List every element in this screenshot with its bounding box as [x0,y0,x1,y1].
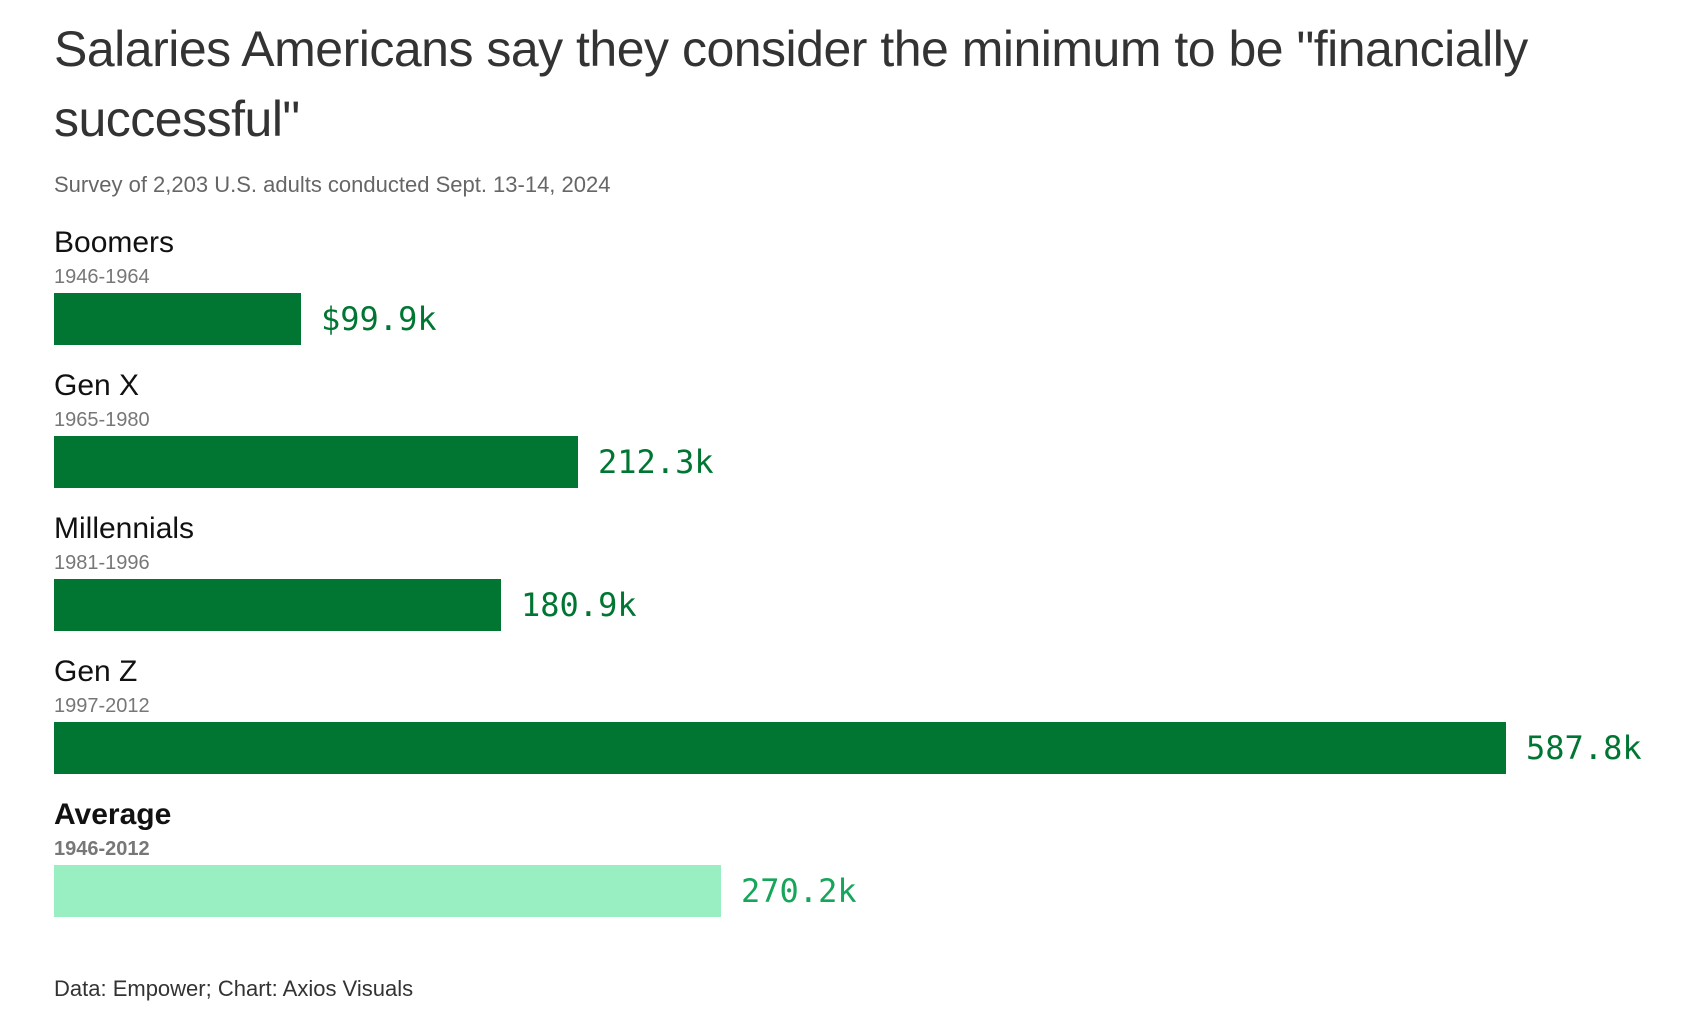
category-label: Millennials [54,512,195,545]
bar-row: Boomers 1946-1964 $99.9k [54,225,1634,368]
category-year-range: 1946-2012 [54,838,150,860]
bar-row: Gen Z 1997-2012 587.8k [54,654,1642,797]
chart-subtitle: Survey of 2,203 U.S. adults conducted Se… [54,172,611,197]
bar-value-label: 212.3k [598,443,714,481]
category-year-range: 1981-1996 [54,552,150,574]
chart-source: Data: Empower; Chart: Axios Visuals [54,976,414,1001]
bar-chart: Boomers 1946-1964 $99.9k Gen X 1965-1980 212.… [54,225,1642,940]
category-year-range: 1997-2012 [54,695,150,717]
bar [54,579,501,631]
bar-value-label: 270.2k [741,872,857,910]
category-year-range: 1946-1964 [54,266,150,288]
bar [54,293,301,345]
bar [54,865,721,917]
bar-row: Average 1946-2012 270.2k [54,797,1634,940]
category-label: Average [54,798,172,831]
bar-row: Millennials 1981-1996 180.9k [54,511,1634,654]
category-year-range: 1965-1980 [54,409,150,431]
bar-value-label: 587.8k [1526,729,1642,767]
category-label: Gen Z [54,655,138,688]
bar-value-label: $99.9k [321,300,437,338]
bar-value-label: 180.9k [521,586,637,624]
category-label: Gen X [54,369,140,402]
category-label: Boomers [54,226,175,259]
bar-row: Gen X 1965-1980 212.3k [54,368,1634,511]
bar [54,436,578,488]
bar [54,722,1506,774]
chart-title: Salaries Americans say they consider the… [54,21,1528,147]
